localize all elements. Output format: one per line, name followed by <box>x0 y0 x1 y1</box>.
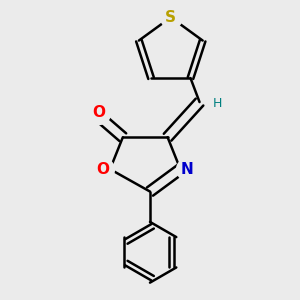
Text: N: N <box>181 162 194 177</box>
Point <box>100 167 105 172</box>
Point <box>185 167 190 172</box>
Text: H: H <box>212 97 222 110</box>
Point <box>97 110 101 115</box>
Text: O: O <box>97 162 110 177</box>
Text: O: O <box>92 105 105 120</box>
Point <box>168 15 173 20</box>
Point <box>215 101 220 106</box>
Text: S: S <box>165 10 176 25</box>
